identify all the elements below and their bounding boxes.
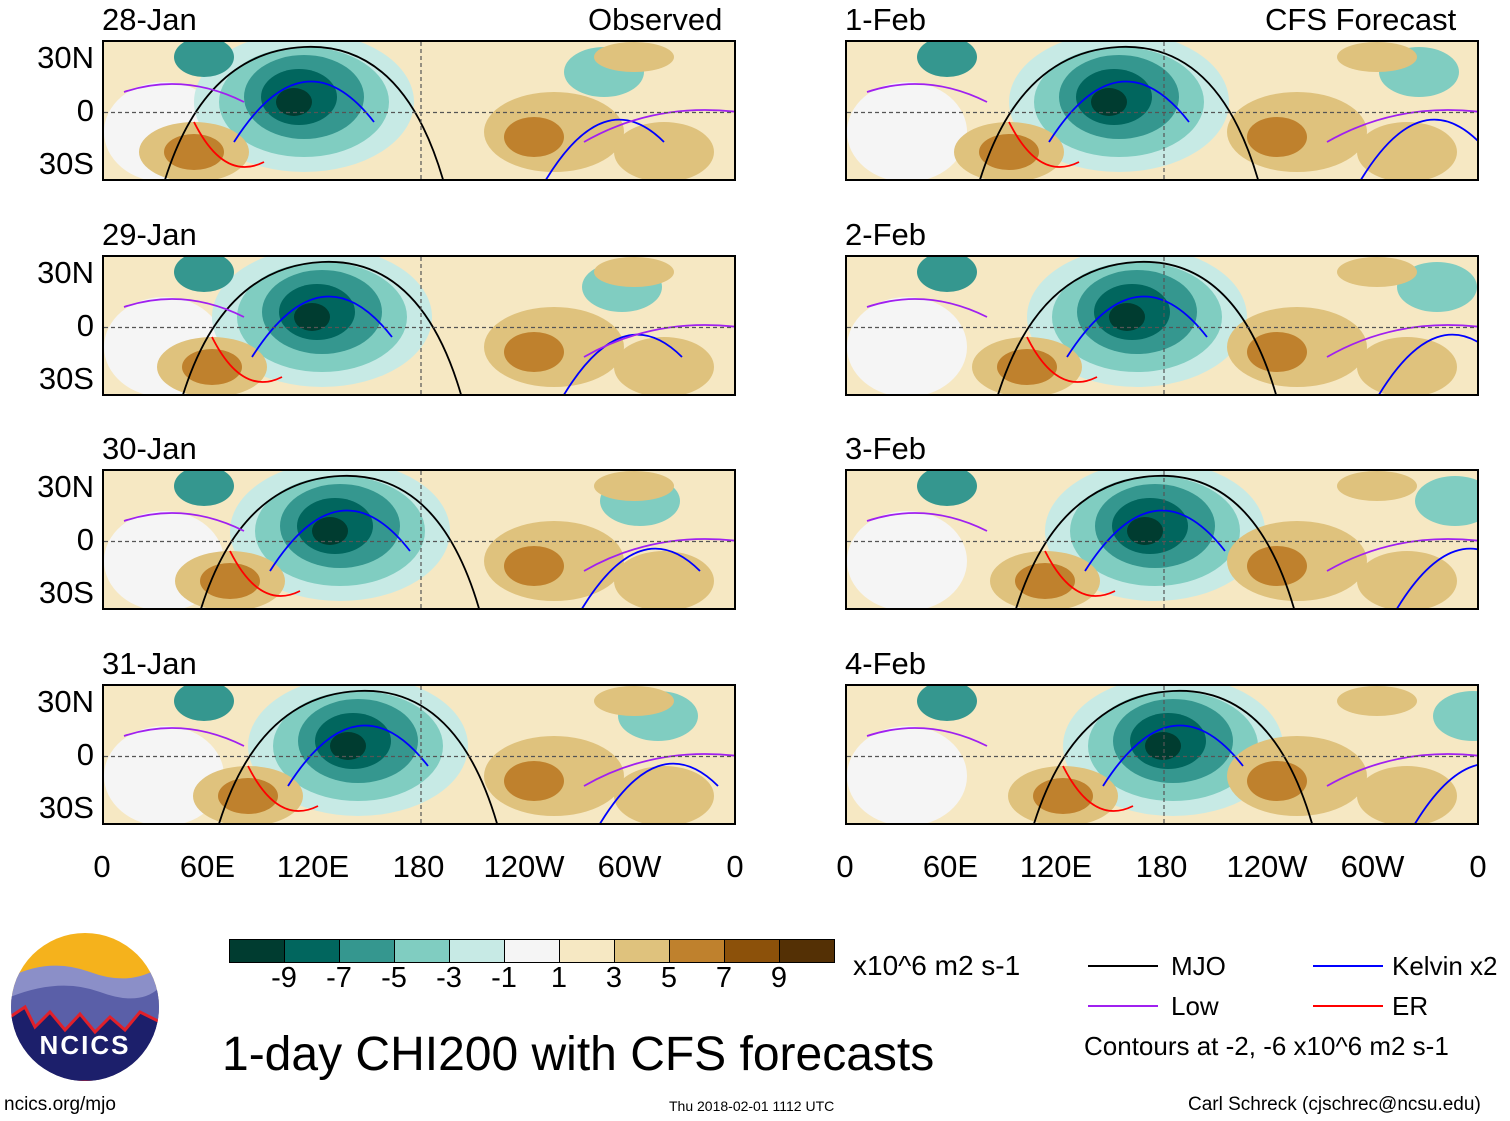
lat-label: 30N [37,684,94,719]
panel-date: 2-Feb [845,217,926,252]
chi200-map-panel [102,40,736,181]
mjo-line-swatch [1088,965,1158,967]
lon-label: 0 [836,849,854,884]
chi200-map-panel [102,255,736,396]
lon-label: 120W [483,849,565,884]
ncics-logo: NCICS [11,933,159,1081]
logo-text: NCICS [40,1030,131,1060]
panel-date: 4-Feb [845,646,926,681]
legend-kelvin: Kelvin x2 [1392,951,1498,981]
chi200-map-panel [845,684,1479,825]
footer-timestamp: Thu 2018-02-01 1112 UTC [669,1098,835,1114]
colorbar-tick-label: 5 [660,962,678,994]
chi200-map-panel [845,40,1479,181]
chi200-map-panel [845,255,1479,396]
chi200-map-panel [102,469,736,610]
lon-label: 60W [1340,849,1405,884]
colorbar-tick-label: 9 [770,962,788,994]
panel-date: 29-Jan [102,217,197,252]
lon-label: 120E [1019,849,1093,884]
cfs-forecast-header: CFS Forecast [1265,2,1457,37]
lon-label: 60E [179,849,236,884]
lon-label: 180 [392,849,445,884]
lon-label: 120W [1226,849,1308,884]
colorbar-units: x10^6 m2 s-1 [853,950,1021,981]
low-line-swatch [1088,1005,1158,1007]
lat-label: 30S [38,790,94,825]
colorbar [229,939,835,963]
colorbar-tick-label: -9 [271,962,297,994]
colorbar-swatch [395,940,450,962]
lat-label: 30N [37,40,94,75]
main-title: 1-day CHI200 with CFS forecasts [222,1028,935,1081]
colorbar-tick-label: -3 [436,962,462,994]
lat-label: 30S [38,146,94,181]
legend-low: Low [1171,991,1219,1021]
lon-label: 0 [1469,849,1487,884]
colorbar-swatch [780,940,834,962]
colorbar-swatch [560,940,615,962]
legend-er: ER [1392,991,1429,1021]
footer-author: Carl Schreck (cjschrec@ncsu.edu) [1188,1094,1481,1115]
colorbar-tick-label: -5 [381,962,407,994]
lon-label: 60W [597,849,662,884]
er-line-swatch [1313,1005,1383,1007]
observed-header: Observed [588,2,723,37]
lat-label: 30N [37,255,94,290]
footer-url: ncics.org/mjo [4,1094,116,1115]
lon-label: 0 [726,849,744,884]
lat-label: 0 [76,308,94,343]
contours-note: Contours at -2, -6 x10^6 m2 s-1 [1084,1031,1449,1061]
colorbar-swatch [725,940,780,962]
lat-label: 30N [37,469,94,504]
legend-mjo: MJO [1171,951,1226,981]
lon-label: 120E [276,849,350,884]
lon-label: 180 [1135,849,1188,884]
colorbar-swatch [670,940,725,962]
lat-label: 0 [76,522,94,557]
chi200-map-panel [845,469,1479,610]
lat-label: 30S [38,361,94,396]
panel-date: 28-Jan [102,2,197,37]
lat-label: 0 [76,93,94,128]
colorbar-tick-label: 7 [715,962,733,994]
colorbar-tick-label: -7 [326,962,352,994]
colorbar-swatch [230,940,285,962]
colorbar-swatch [285,940,340,962]
colorbar-tick-label: 1 [550,962,568,994]
lon-label: 60E [922,849,979,884]
colorbar-tick-label: -1 [491,962,517,994]
panel-date: 1-Feb [845,2,926,37]
panel-date: 30-Jan [102,431,197,466]
lat-label: 0 [76,737,94,772]
colorbar-tick-label: 3 [605,962,623,994]
lon-label: 0 [93,849,111,884]
colorbar-swatch [450,940,505,962]
colorbar-swatch [505,940,560,962]
panel-date: 3-Feb [845,431,926,466]
colorbar-swatch [615,940,670,962]
lat-label: 30S [38,575,94,610]
colorbar-swatch [340,940,395,962]
kelvin-line-swatch [1313,965,1383,967]
panel-date: 31-Jan [102,646,197,681]
chi200-map-panel [102,684,736,825]
